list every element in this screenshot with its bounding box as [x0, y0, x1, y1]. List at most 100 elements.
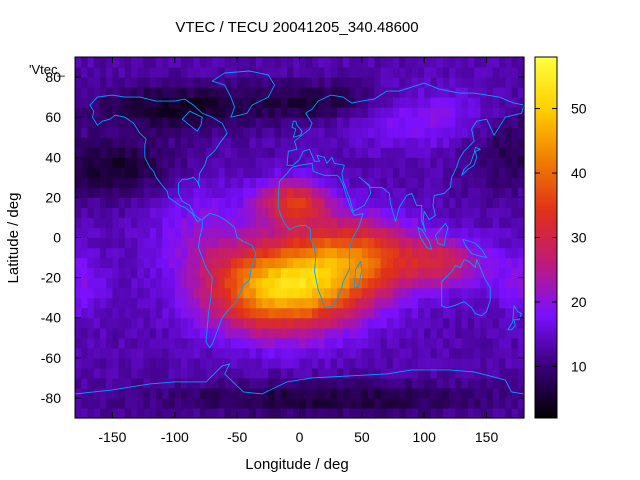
heat-cell	[430, 127, 438, 138]
heat-cell	[499, 257, 506, 269]
heat-cell	[474, 77, 481, 88]
heat-cell	[324, 317, 332, 329]
heat-cell	[99, 147, 107, 158]
heat-cell	[87, 287, 95, 299]
heat-cell	[318, 77, 326, 88]
heat-cell	[293, 87, 301, 98]
heat-cell	[174, 207, 182, 219]
heat-cell	[224, 127, 232, 138]
heat-cell	[386, 277, 394, 289]
heat-cell	[156, 307, 163, 319]
heat-cell	[311, 327, 319, 339]
heat-cell	[499, 287, 506, 299]
heat-cell	[505, 207, 513, 219]
heat-cell	[368, 127, 375, 138]
heat-cell	[280, 97, 288, 108]
heat-cell	[156, 77, 163, 88]
heat-cell	[255, 217, 263, 229]
heat-cell	[75, 397, 82, 409]
heat-cell	[230, 347, 238, 359]
heat-cell	[380, 247, 388, 259]
heat-cell	[511, 107, 519, 118]
heat-cell	[268, 127, 276, 138]
heat-cell	[505, 367, 513, 379]
heat-cell	[436, 227, 444, 239]
heat-cell	[411, 327, 419, 339]
heat-cell	[449, 177, 457, 188]
heat-cell	[81, 347, 89, 359]
heat-cell	[417, 117, 425, 128]
heat-cell	[75, 67, 82, 78]
heat-cell	[218, 67, 226, 78]
heat-cell	[112, 77, 120, 88]
heat-cell	[305, 277, 313, 289]
y-tick-label: 0	[53, 230, 61, 246]
heat-cell	[343, 287, 350, 299]
heat-cell	[499, 327, 506, 339]
heat-cell	[374, 87, 382, 98]
heat-cell	[174, 347, 182, 359]
heat-cell	[262, 197, 269, 209]
heat-cell	[293, 247, 301, 259]
heat-cell	[106, 247, 114, 259]
heat-cell	[81, 317, 89, 329]
heat-cell	[355, 407, 363, 419]
heat-cell	[268, 357, 276, 369]
heat-cell	[455, 97, 463, 108]
heat-cell	[230, 327, 238, 339]
heat-cell	[262, 87, 269, 98]
heat-cell	[93, 67, 101, 78]
heat-cell	[87, 407, 95, 419]
heat-cell	[243, 247, 251, 259]
heat-cell	[287, 357, 294, 369]
heat-cell	[131, 167, 138, 178]
heat-cell	[492, 297, 500, 309]
heat-cell	[417, 147, 425, 158]
heat-cell	[205, 87, 213, 98]
heat-cell	[424, 217, 432, 229]
heat-cell	[374, 147, 382, 158]
heat-cell	[118, 337, 126, 349]
heat-cell	[368, 227, 375, 239]
heat-cell	[268, 317, 276, 329]
heat-cell	[511, 147, 519, 158]
heat-cell	[330, 87, 338, 98]
heat-cell	[480, 397, 488, 409]
heat-cell	[106, 357, 114, 369]
heat-cell	[368, 347, 375, 359]
heat-cell	[193, 157, 201, 168]
heat-cell	[137, 157, 145, 168]
heat-cell	[480, 177, 488, 188]
heat-cell	[517, 267, 525, 279]
heat-cell	[330, 197, 338, 209]
heat-cell	[293, 407, 301, 419]
heat-cell	[75, 237, 82, 249]
heat-cell	[293, 327, 301, 339]
heat-cell	[386, 317, 394, 329]
heat-cell	[293, 317, 301, 329]
heat-cell	[336, 277, 344, 289]
heat-cell	[143, 337, 151, 349]
heat-cell	[124, 237, 132, 249]
heat-cell	[156, 207, 163, 219]
heat-cell	[193, 77, 201, 88]
heat-cell	[181, 217, 188, 229]
heat-cell	[305, 367, 313, 379]
heat-cell	[93, 307, 101, 319]
heat-cell	[499, 67, 506, 78]
heat-cell	[124, 247, 132, 259]
heat-cell	[230, 127, 238, 138]
heat-cell	[505, 77, 513, 88]
heat-cell	[374, 337, 382, 349]
heat-cell	[305, 247, 313, 259]
heat-cell	[112, 387, 120, 399]
heat-cell	[330, 347, 338, 359]
heat-cell	[118, 97, 126, 108]
heat-cell	[355, 87, 363, 98]
heat-cell	[336, 297, 344, 309]
heat-cell	[474, 357, 481, 369]
heat-cell	[99, 327, 107, 339]
heat-cell	[430, 397, 438, 409]
heat-cell	[93, 187, 101, 198]
heat-cell	[430, 257, 438, 269]
